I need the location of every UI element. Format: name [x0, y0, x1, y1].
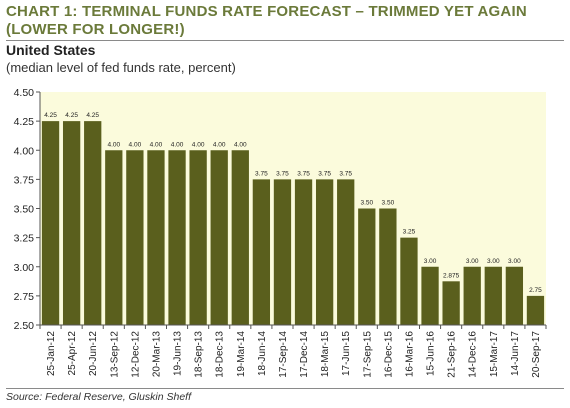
bar: [463, 266, 481, 325]
bar: [442, 281, 460, 325]
data-label: 3.75: [339, 170, 352, 177]
y-tick-label: 4.50: [14, 87, 35, 99]
bar: [337, 179, 355, 325]
y-tick-label: 4.25: [14, 116, 35, 128]
category-label: 16-Dec-15: [383, 331, 394, 378]
category-label: 18-Mar-15: [320, 331, 331, 378]
bar: [126, 150, 144, 325]
data-label: 3.00: [508, 258, 521, 265]
category-label: 18-Dec-13: [215, 331, 226, 378]
category-label: 20-Jun-12: [88, 331, 99, 376]
data-label: 4.00: [213, 141, 226, 148]
data-label: 4.00: [171, 141, 184, 148]
category-label: 25-Jan-12: [46, 331, 57, 376]
bar: [273, 179, 292, 325]
bar: [147, 150, 165, 325]
y-tick-label: 3.50: [14, 204, 35, 216]
data-label: 3.00: [424, 258, 437, 265]
category-label: 15-Jun-16: [426, 331, 437, 376]
bar: [400, 237, 418, 325]
data-label: 4.00: [107, 141, 120, 148]
data-label: 3.00: [487, 258, 500, 265]
y-tick-label: 4.00: [14, 145, 35, 157]
category-label: 19-Mar-14: [236, 331, 247, 378]
bar: [168, 150, 186, 325]
chart-title: CHART 1: TERMINAL FUNDS RATE FORECAST – …: [6, 3, 566, 39]
category-label: 19-Jun-13: [173, 331, 184, 376]
category-label: 20-Sep-17: [531, 331, 542, 378]
chart-subtitle: United States: [6, 42, 96, 58]
chart-subnote: (median level of fed funds rate, percent…: [6, 60, 236, 75]
category-label: 14-Dec-16: [468, 331, 479, 378]
category-label: 14-Jun-17: [510, 331, 521, 376]
data-label: 3.75: [255, 170, 268, 177]
bar: [189, 150, 207, 325]
category-label: 18-Sep-13: [194, 331, 205, 378]
bar: [84, 121, 102, 325]
category-label: 17-Sep-14: [278, 331, 289, 378]
category-label: 17-Dec-14: [299, 331, 310, 378]
bar: [421, 266, 439, 325]
category-label: 25-Apr-12: [67, 331, 78, 376]
category-label: 18-Jun-14: [257, 331, 268, 376]
y-tick-label: 2.50: [14, 320, 35, 332]
data-label: 4.00: [150, 141, 163, 148]
category-label: 17-Jun-15: [341, 331, 352, 376]
data-label: 3.00: [466, 258, 479, 265]
bar: [231, 150, 249, 325]
plot-area: [40, 92, 546, 325]
category-label: 13-Sep-12: [109, 331, 120, 378]
title-line-2: (LOWER FOR LONGER!): [6, 21, 185, 38]
data-label: 3.75: [276, 170, 289, 177]
bar: [505, 266, 524, 325]
y-tick-label: 3.00: [14, 262, 35, 274]
title-divider: [6, 40, 564, 41]
category-label: 15-Mar-17: [489, 331, 500, 378]
bar: [379, 208, 397, 325]
data-label: 4.00: [129, 141, 142, 148]
y-tick-label: 2.75: [14, 291, 35, 303]
source-note: Source: Federal Reserve, Gluskin Sheff: [6, 391, 192, 403]
data-label: 4.25: [44, 112, 57, 119]
category-label: 12-Dec-12: [130, 331, 141, 378]
bar: [252, 179, 271, 325]
data-label: 4.25: [65, 112, 78, 119]
category-label: 21-Sep-16: [447, 331, 458, 378]
data-label: 3.50: [360, 200, 373, 207]
data-label: 3.75: [297, 170, 310, 177]
category-label: 16-Mar-16: [404, 331, 415, 378]
data-label: 3.25: [403, 229, 416, 236]
data-label: 3.50: [382, 200, 395, 207]
bar: [358, 208, 376, 325]
bar: [526, 295, 545, 325]
y-tick-label: 3.25: [14, 233, 35, 245]
data-label: 4.25: [86, 112, 99, 119]
data-label: 3.75: [318, 170, 331, 177]
data-label: 4.00: [192, 141, 205, 148]
footer-divider: [6, 388, 564, 389]
bar: [105, 150, 123, 325]
bar: [484, 266, 502, 325]
category-label: 17-Sep-15: [362, 331, 373, 378]
bar: [41, 121, 60, 325]
data-label: 2.75: [529, 287, 542, 294]
bar: [62, 121, 81, 325]
data-label: 4.00: [234, 141, 247, 148]
y-tick-label: 3.75: [14, 174, 35, 186]
data-label: 2.875: [443, 272, 460, 279]
title-line-1: CHART 1: TERMINAL FUNDS RATE FORECAST – …: [6, 3, 527, 20]
bar: [315, 179, 334, 325]
category-label: 20-Mar-13: [151, 331, 162, 378]
bar: [294, 179, 313, 325]
bar: [210, 150, 228, 325]
